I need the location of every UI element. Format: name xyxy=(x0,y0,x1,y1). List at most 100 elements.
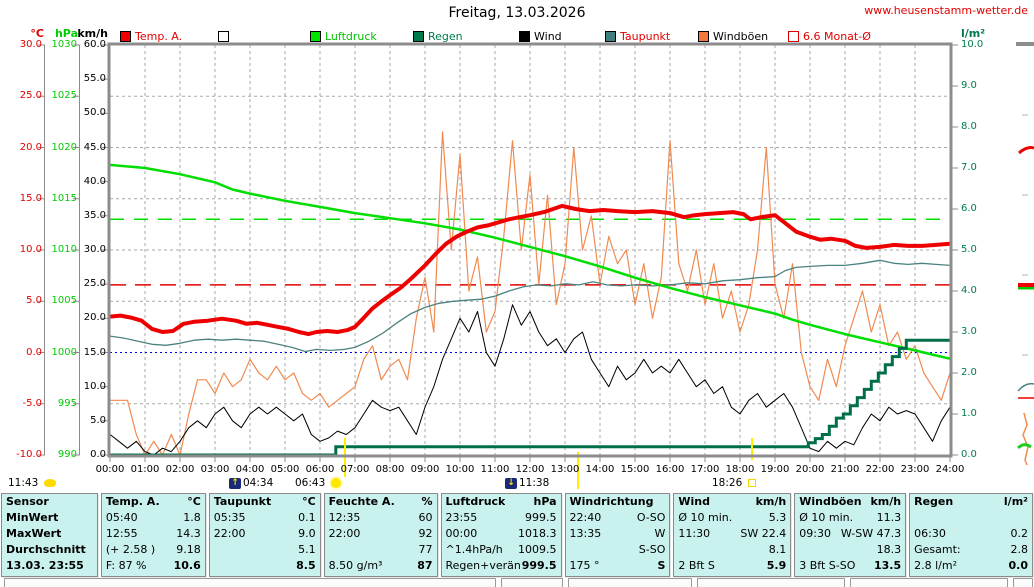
status-panel xyxy=(501,578,563,587)
table-cell-value: 0.0 xyxy=(1008,559,1028,572)
sun-icon xyxy=(331,478,342,488)
table-cell-label: MaxWert xyxy=(6,527,62,540)
table-cell-value: 11.3 xyxy=(876,511,902,524)
table-cell-label: 13:35 xyxy=(569,527,602,540)
time-label: 09:00 xyxy=(410,464,440,475)
table-cell-value: 5.3 xyxy=(768,511,787,524)
table-cell-label: (+ 2.58 ) xyxy=(105,543,156,556)
table-cell-value: SW 22.4 xyxy=(740,527,787,540)
website-link[interactable]: www.heusenstamm-wetter.de xyxy=(864,4,1028,17)
table-cell-value: hPa xyxy=(533,495,557,508)
wind-axis-unit: km/h xyxy=(77,27,108,40)
table-cell-label: Gesamt: xyxy=(914,543,961,556)
rain-tick: 2.0 xyxy=(961,367,977,378)
time-label: 08:00 xyxy=(375,464,405,475)
wind-tick: 10.0 xyxy=(83,380,106,392)
pressure-tick: 1000 xyxy=(51,346,77,358)
rain-tick: 7.0 xyxy=(961,162,977,173)
sunset-time: 18:26 xyxy=(712,477,743,489)
table-col-windrichtung: Windrichtung 22:40 O-SO 13:35 W S-SO 175 ° S xyxy=(564,493,671,577)
wind-tick: 30.0 xyxy=(83,244,106,255)
table-cell-value: 60 xyxy=(418,511,433,524)
table-cell-value: 999.5 xyxy=(525,511,557,524)
status-panel xyxy=(850,578,1008,587)
series-temp xyxy=(108,203,952,337)
table-cell-label: Ø 10 min. xyxy=(678,511,733,524)
time-label: 13:00 xyxy=(550,464,580,475)
moon-note-time: 11:43 xyxy=(8,477,39,489)
table-cell-label: 06:30 xyxy=(914,527,946,540)
table-cell-label: Wind xyxy=(678,495,710,508)
legend-label: Windböen xyxy=(713,30,769,43)
time-label: 10:00 xyxy=(445,464,475,475)
time-label: 16:00 xyxy=(655,464,685,475)
rain-tick: 5.0 xyxy=(961,244,977,255)
series-rain xyxy=(110,338,950,457)
moonrise-marker: ↑ 04:34 xyxy=(229,477,273,489)
moon-note-marker: 11:43 xyxy=(8,477,57,489)
time-label: 23:00 xyxy=(900,464,930,475)
series-gusts xyxy=(109,131,951,456)
legend-item-pressure: Luftdruck xyxy=(310,30,377,43)
table-cell-value: % xyxy=(421,495,433,508)
legend-label: Regen xyxy=(428,30,463,43)
legend-item-dewpoint: Taupunkt xyxy=(605,30,670,43)
wind-tick: 55.0 xyxy=(83,73,106,85)
temp-tick: 30.0 xyxy=(19,39,42,50)
table-cell-value: 5.9 xyxy=(766,559,787,572)
rain-tick: 6.0 xyxy=(961,203,977,214)
table-cell-value: 0.1 xyxy=(298,511,316,524)
table-cell-value: km/h xyxy=(870,495,902,508)
table-cell-value: W xyxy=(654,527,666,540)
time-label: 22:00 xyxy=(865,464,895,475)
temp-tick: 0.0 xyxy=(26,346,42,358)
time-label: 06:00 xyxy=(305,464,335,475)
table-cell-label: 2 Bft S xyxy=(678,559,715,572)
table-cell-label: Windböen xyxy=(799,495,862,508)
table-cell-label: 12:55 xyxy=(105,527,138,540)
table-col-sensor: Sensor MinWert MaxWert Durchschnitt 13.03. 2… xyxy=(1,493,98,577)
table-cell-value: 13.5 xyxy=(873,559,902,572)
table-cell-value: °C xyxy=(187,495,201,508)
table-col-windb-en: Windböen km/h Ø 10 min. 11.3 09:30 W-SW 47.3 1… xyxy=(794,493,907,577)
rain-tick: 1.0 xyxy=(961,408,977,419)
legend-item-gusts: Windböen xyxy=(698,30,768,43)
pressure-tick: 990 xyxy=(57,449,77,460)
edge-fragment xyxy=(1022,412,1029,466)
time-label: 24:00 xyxy=(935,464,965,475)
legend-swatch-rain xyxy=(413,31,424,42)
legend-swatch-pressure xyxy=(310,31,321,42)
table-cell-label: Sensor xyxy=(6,495,49,508)
wind-tick: 35.0 xyxy=(83,209,106,221)
table-cell-label: 12:35 xyxy=(328,511,361,524)
temp-axis-unit: °C xyxy=(30,27,44,40)
table-cell-value: S-SO xyxy=(638,543,666,556)
table-cell-value: 1.8 xyxy=(183,511,201,524)
table-cell-value: 77 xyxy=(418,543,433,556)
statistics-table: Sensor MinWert MaxWert Durchschnitt 13.03. 2… xyxy=(1,493,1033,577)
legend-swatch-month-avg xyxy=(788,31,799,42)
rain-tick: 4.0 xyxy=(961,285,977,296)
pressure-tick: 1025 xyxy=(51,90,77,102)
status-panel xyxy=(4,578,496,587)
wind-tick: 45.0 xyxy=(83,141,106,153)
table-cell-label: Ø 10 min. xyxy=(799,511,854,524)
table-cell-value: km/h xyxy=(755,495,787,508)
time-label: 19:00 xyxy=(760,464,790,475)
legend-item-rain: Regen xyxy=(413,30,463,43)
table-cell-label: 05:35 xyxy=(213,511,246,524)
table-cell-label: F: 87 % xyxy=(105,559,147,572)
time-label: 00:00 xyxy=(95,464,125,475)
moonset-time: 11:38 xyxy=(519,477,550,489)
table-cell-value: °C xyxy=(302,495,316,508)
table-cell-label: 13.03. 23:55 xyxy=(6,559,84,572)
table-cell-value: 92 xyxy=(418,527,433,540)
rain-tick: 3.0 xyxy=(961,326,977,337)
table-cell-value: 1018.3 xyxy=(518,527,557,540)
sunrise-time: 06:43 xyxy=(295,477,326,489)
table-cell-value: W-SW 47.3 xyxy=(840,527,902,540)
wind-tick: 15.0 xyxy=(83,346,106,358)
edge-fragment xyxy=(1017,382,1034,392)
